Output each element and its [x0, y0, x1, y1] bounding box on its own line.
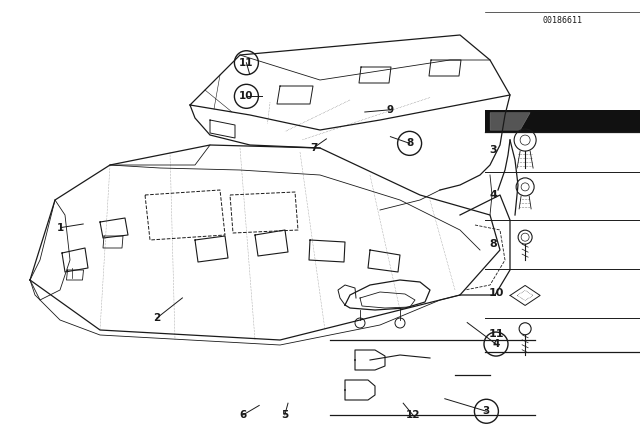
Text: 11: 11 [239, 58, 253, 68]
Text: 10: 10 [239, 91, 253, 101]
Text: 8: 8 [489, 239, 497, 249]
Polygon shape [485, 110, 640, 132]
Text: 7: 7 [310, 143, 317, 153]
Text: 3: 3 [483, 406, 490, 416]
Text: 3: 3 [489, 145, 497, 155]
Text: 00186611: 00186611 [543, 16, 582, 25]
Text: 12: 12 [406, 410, 420, 420]
Text: 11: 11 [489, 329, 504, 339]
Text: 8: 8 [406, 138, 413, 148]
Text: 5: 5 [281, 410, 289, 420]
Text: 10: 10 [489, 289, 504, 298]
Text: 2: 2 [153, 313, 161, 323]
Text: 4: 4 [492, 339, 500, 349]
Text: 9: 9 [387, 105, 394, 115]
Text: 1: 1 [57, 223, 65, 233]
Polygon shape [490, 113, 530, 130]
Text: 4: 4 [489, 190, 497, 200]
Text: 6: 6 [239, 410, 247, 420]
